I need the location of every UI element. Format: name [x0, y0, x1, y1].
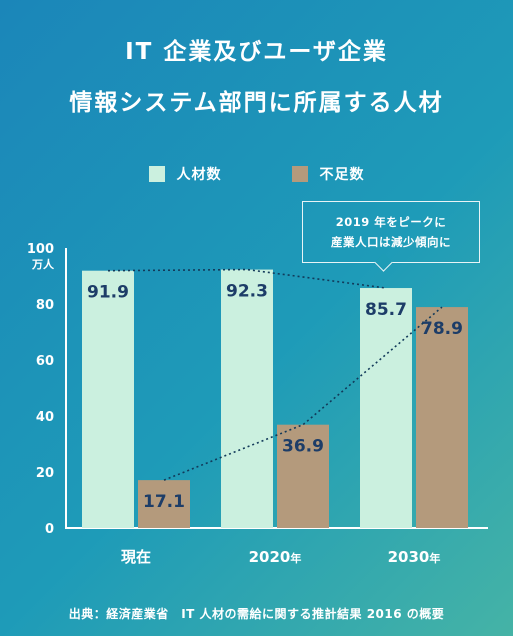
bar-value-label: 17.1: [143, 492, 185, 512]
y-unit-label: 万人: [31, 257, 55, 271]
callout-line1: 2019 年をピークに: [335, 215, 447, 229]
legend: 人材数 不足数: [0, 164, 513, 184]
y-tick-label: 60: [36, 354, 54, 369]
callout-line2: 産業人口は減少傾向に: [331, 235, 451, 249]
legend-item-staff: 人材数: [148, 164, 222, 184]
legend-label-staff: 人材数: [176, 167, 222, 183]
trend-line-staff: [107, 268, 387, 289]
bar-shortage-2: [416, 307, 468, 528]
bar-staff-2: [360, 288, 412, 528]
y-tick-label: 100: [27, 242, 54, 257]
legend-swatch-staff: [148, 166, 165, 182]
x-category-label: 2020年: [249, 548, 302, 566]
x-category-label: 現在: [121, 548, 151, 566]
y-tick-label: 40: [36, 410, 54, 425]
source-note: 出典：経済産業省 IT 人材の需給に関する推計結果 2016 の概要: [68, 607, 445, 621]
bar-shortage-1: [277, 424, 329, 528]
bar-value-label: 36.9: [282, 437, 324, 457]
bar-shortage-0: [138, 480, 190, 528]
y-tick-label: 80: [36, 298, 54, 313]
legend-item-shortage: 不足数: [291, 164, 365, 184]
legend-swatch-shortage: [291, 166, 308, 182]
bar-value-label: 92.3: [226, 282, 268, 302]
chart-title-line2: 情報システム部門に所属する人材: [69, 90, 444, 116]
bar-staff-1: [221, 269, 273, 528]
trend-line-shortage: [163, 306, 443, 481]
bar-value-label: 91.9: [87, 283, 129, 303]
bar-staff-0: [82, 270, 134, 528]
bar-value-label: 85.7: [365, 300, 407, 320]
chart-title-line1: IT 企業及びユーザ企業: [125, 39, 388, 65]
legend-label-shortage: 不足数: [319, 167, 365, 183]
y-tick-label: 0: [45, 522, 54, 537]
callout-box: 2019 年をピークに 産業人口は減少傾向に: [302, 201, 480, 263]
y-tick-label: 20: [36, 466, 54, 481]
x-category-label: 2030年: [388, 548, 441, 566]
bar-value-label: 78.9: [421, 319, 463, 339]
